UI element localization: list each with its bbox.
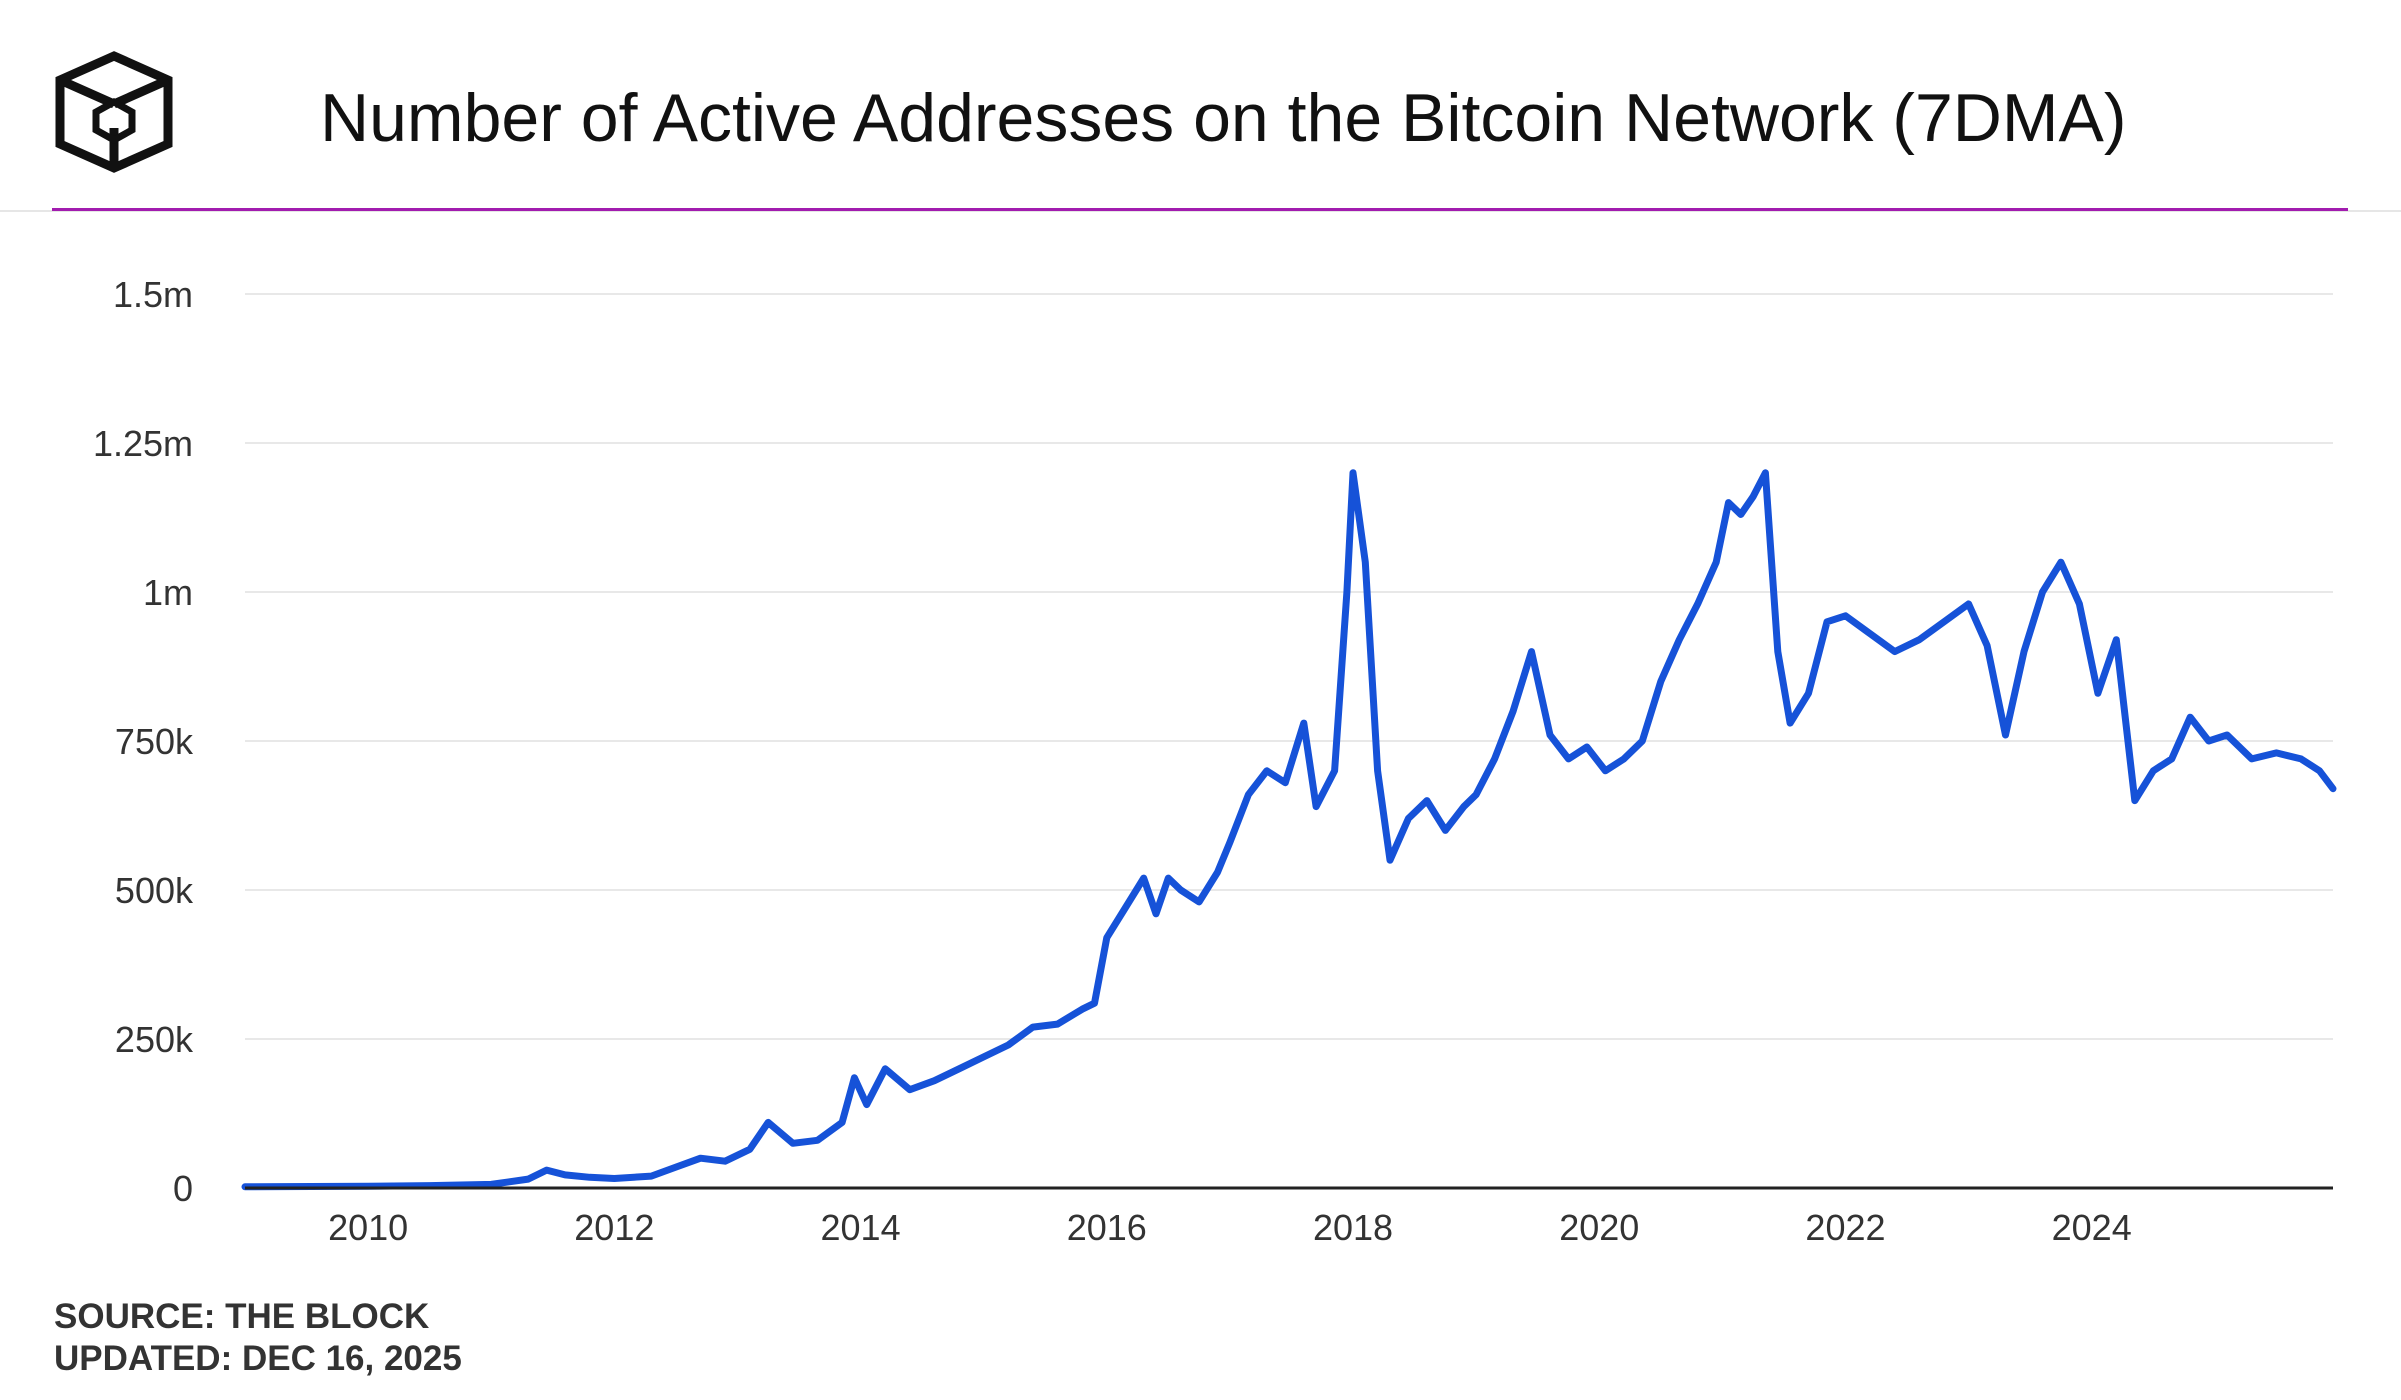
x-tick-label: 2010	[328, 1207, 408, 1248]
x-tick-label: 2020	[1559, 1207, 1639, 1248]
chart-header: Number of Active Addresses on the Bitcoi…	[0, 0, 2401, 212]
y-tick-label: 250k	[115, 1019, 194, 1060]
x-tick-label: 2012	[574, 1207, 654, 1248]
chart-title: Number of Active Addresses on the Bitcoi…	[320, 80, 2127, 156]
chart-footer: SOURCE: THE BLOCK UPDATED: DEC 16, 2025	[54, 1296, 462, 1380]
the-block-cube-icon	[55, 51, 173, 173]
y-tick-label: 0	[173, 1168, 193, 1209]
x-tick-label: 2022	[1805, 1207, 1885, 1248]
source-note: SOURCE: THE BLOCK	[54, 1297, 430, 1336]
gridlines	[245, 293, 2333, 1040]
header-divider	[0, 210, 2401, 212]
y-tick-label: 750k	[115, 721, 194, 762]
x-axis-tick-labels: 2010 2012 2014 2016 2018 2020 2022 2024	[328, 1207, 2132, 1248]
x-tick-label: 2016	[1067, 1207, 1147, 1248]
accent-rule	[52, 208, 2348, 211]
y-tick-label: 1.25m	[93, 423, 193, 464]
x-tick-label: 2014	[821, 1207, 901, 1248]
y-axis-tick-labels: 0 250k 500k 750k 1m 1.25m 1.5m	[93, 274, 194, 1209]
y-tick-label: 500k	[115, 870, 194, 911]
x-tick-label: 2018	[1313, 1207, 1393, 1248]
x-tick-label: 2024	[2052, 1207, 2132, 1248]
y-tick-label: 1.5m	[113, 274, 193, 315]
series-line-active-addresses	[241, 469, 2337, 1191]
updated-note: UPDATED: DEC 16, 2025	[54, 1339, 462, 1378]
y-tick-label: 1m	[143, 572, 193, 613]
